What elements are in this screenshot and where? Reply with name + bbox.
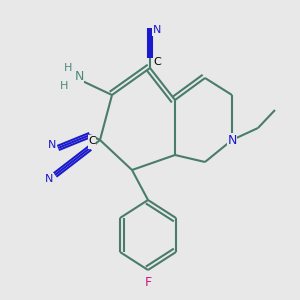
- Text: H: H: [64, 63, 72, 73]
- Text: N: N: [74, 70, 84, 83]
- Text: H: H: [60, 81, 68, 91]
- Text: N: N: [227, 134, 237, 146]
- Text: C: C: [88, 138, 96, 148]
- Text: F: F: [144, 275, 152, 289]
- Text: C: C: [153, 57, 161, 67]
- Text: N: N: [48, 140, 56, 150]
- Text: N: N: [45, 174, 53, 184]
- Text: N: N: [153, 25, 161, 35]
- Text: C: C: [88, 136, 96, 146]
